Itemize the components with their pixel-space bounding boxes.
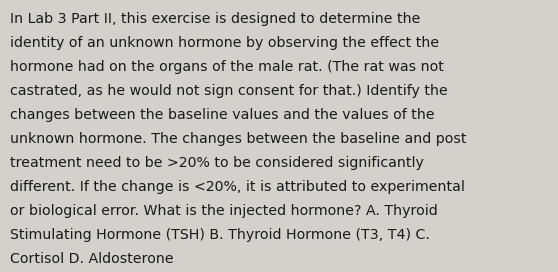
Text: unknown hormone. The changes between the baseline and post: unknown hormone. The changes between the… [10, 132, 466, 146]
Text: treatment need to be >20% to be considered significantly: treatment need to be >20% to be consider… [10, 156, 424, 170]
Text: or biological error. What is the injected hormone? A. Thyroid: or biological error. What is the injecte… [10, 204, 438, 218]
Text: Stimulating Hormone (TSH) B. Thyroid Hormone (T3, T4) C.: Stimulating Hormone (TSH) B. Thyroid Hor… [10, 228, 430, 242]
Text: In Lab 3 Part II, this exercise is designed to determine the: In Lab 3 Part II, this exercise is desig… [10, 12, 420, 26]
Text: changes between the baseline values and the values of the: changes between the baseline values and … [10, 108, 435, 122]
Text: castrated, as he would not sign consent for that.) Identify the: castrated, as he would not sign consent … [10, 84, 448, 98]
Text: Cortisol D. Aldosterone: Cortisol D. Aldosterone [10, 252, 174, 265]
Text: hormone had on the organs of the male rat. (The rat was not: hormone had on the organs of the male ra… [10, 60, 444, 74]
Text: identity of an unknown hormone by observing the effect the: identity of an unknown hormone by observ… [10, 36, 439, 50]
Text: different. If the change is <20%, it is attributed to experimental: different. If the change is <20%, it is … [10, 180, 465, 194]
